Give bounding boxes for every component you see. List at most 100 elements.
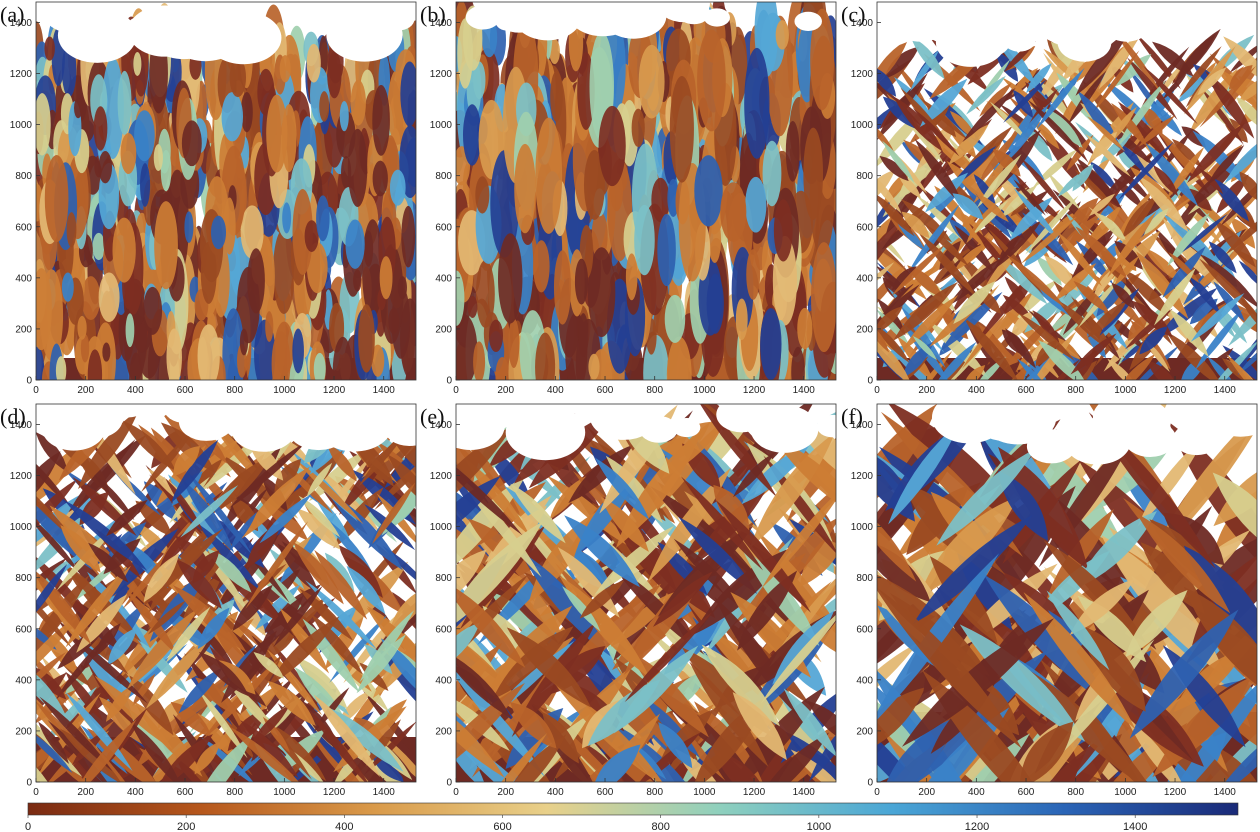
panel-label: (e): [420, 404, 444, 429]
y-tick-label: 0: [446, 778, 452, 789]
x-tick-label: 0: [453, 787, 459, 798]
y-tick-label: 800: [435, 573, 452, 584]
y-tick-label: 600: [435, 222, 452, 233]
y-tick-label: 400: [15, 675, 32, 686]
colorbar-tick-label: 1000: [807, 821, 831, 832]
colorbar-tick-label: 400: [335, 821, 353, 832]
x-tick-label: 200: [918, 385, 935, 396]
y-tick-label: 1200: [430, 69, 453, 80]
y-tick-label: 600: [15, 624, 32, 635]
x-tick-label: 600: [597, 385, 614, 396]
panel-frame: [455, 403, 837, 783]
panel-a: 0 200 400 600 800 1000 1200 1400 0 200 400 600 800 10…: [0, 1, 417, 396]
panel-label: (b): [420, 2, 446, 27]
panel-frame: [455, 1, 837, 381]
colorbar-tick-label: 600: [493, 821, 511, 832]
y-tick-label: 600: [15, 222, 32, 233]
y-tick-label: 0: [26, 778, 32, 789]
y-tick-label: 1200: [851, 69, 874, 80]
x-tick-label: 1400: [1214, 787, 1237, 798]
y-tick-label: 1000: [10, 120, 33, 131]
panel-frame: [876, 1, 1258, 381]
panel-frame: [876, 403, 1258, 783]
x-tick-label: 1200: [323, 385, 346, 396]
panel-texture: [456, 2, 836, 380]
x-tick-label: 0: [33, 787, 39, 798]
x-tick-label: 1200: [743, 385, 766, 396]
y-tick-label: 1000: [430, 522, 453, 533]
x-tick-label: 1000: [273, 787, 296, 798]
x-tick-label: 400: [127, 787, 144, 798]
y-tick-label: 800: [435, 171, 452, 182]
y-tick-label: 400: [856, 273, 873, 284]
x-tick-label: 1400: [373, 787, 396, 798]
x-tick-label: 0: [874, 787, 880, 798]
y-tick-label: 1200: [10, 69, 33, 80]
panel-d: 0 200 400 600 800 1000 1200 1400 0 200 400 600 800 10…: [0, 403, 417, 798]
colorbar: 0 200 400 600 800 1000 1200 1400: [25, 802, 1239, 832]
x-tick-label: 1000: [693, 385, 716, 396]
panel-b: 0 200 400 600 800 1000 1200 1400 0 200 400 600 800 10…: [420, 1, 837, 396]
x-tick-label: 1200: [1164, 787, 1187, 798]
panel-label: (f): [841, 404, 863, 429]
x-tick-label: 400: [968, 385, 985, 396]
x-tick-label: 1200: [323, 787, 346, 798]
colorbar-tick-label: 800: [652, 821, 670, 832]
y-tick-label: 1000: [851, 120, 874, 131]
y-tick-label: 1200: [430, 471, 453, 482]
colorbar-tick-label: 1400: [1123, 821, 1147, 832]
x-tick-label: 400: [547, 787, 564, 798]
x-tick-label: 1400: [793, 787, 816, 798]
x-tick-label: 800: [1067, 385, 1084, 396]
panel-c: 0 200 400 600 800 1000 1200 1400 0 200 400 600 800 10…: [841, 1, 1258, 396]
panel-label: (c): [841, 2, 865, 27]
x-tick-label: 1000: [1114, 385, 1137, 396]
y-tick-label: 1400: [851, 18, 874, 29]
panel-frame: [35, 1, 417, 381]
x-tick-label: 200: [77, 385, 94, 396]
y-tick-label: 1400: [10, 18, 33, 29]
panel-texture: [456, 404, 836, 782]
y-tick-label: 600: [856, 222, 873, 233]
x-tick-label: 1400: [1214, 385, 1237, 396]
panel-frame: [35, 403, 417, 783]
x-tick-label: 600: [597, 787, 614, 798]
y-tick-label: 600: [435, 624, 452, 635]
y-tick-label: 800: [856, 573, 873, 584]
colorbar-gradient: [27, 802, 1239, 816]
colorbar-tick-label: 200: [177, 821, 195, 832]
x-tick-label: 800: [646, 385, 663, 396]
x-tick-label: 200: [77, 787, 94, 798]
y-tick-label: 1000: [10, 522, 33, 533]
x-tick-label: 800: [646, 787, 663, 798]
x-tick-label: 0: [33, 385, 39, 396]
y-tick-label: 1400: [10, 420, 33, 431]
y-tick-label: 200: [856, 726, 873, 737]
x-tick-label: 1400: [793, 385, 816, 396]
x-tick-label: 1200: [743, 787, 766, 798]
y-tick-label: 1400: [430, 420, 453, 431]
x-tick-label: 600: [177, 385, 194, 396]
y-tick-label: 1000: [430, 120, 453, 131]
panel-e: 0 200 400 600 800 1000 1200 1400 0 200 400 600 800 10…: [420, 403, 837, 798]
x-tick-label: 200: [918, 787, 935, 798]
y-tick-label: 800: [856, 171, 873, 182]
x-tick-label: 0: [874, 385, 880, 396]
colorbar-tick-label: 1200: [965, 821, 989, 832]
x-tick-label: 800: [1067, 787, 1084, 798]
panel-label: (a): [0, 2, 24, 27]
x-tick-label: 800: [226, 385, 243, 396]
y-tick-label: 800: [15, 171, 32, 182]
x-tick-label: 1000: [1114, 787, 1137, 798]
y-tick-label: 1200: [851, 471, 874, 482]
x-tick-label: 200: [497, 385, 514, 396]
x-tick-label: 1000: [693, 787, 716, 798]
x-tick-label: 600: [1018, 787, 1035, 798]
y-tick-label: 400: [435, 273, 452, 284]
y-tick-label: 1400: [851, 420, 874, 431]
y-tick-label: 200: [435, 324, 452, 335]
x-tick-label: 800: [226, 787, 243, 798]
x-tick-label: 1000: [273, 385, 296, 396]
y-tick-label: 200: [856, 324, 873, 335]
